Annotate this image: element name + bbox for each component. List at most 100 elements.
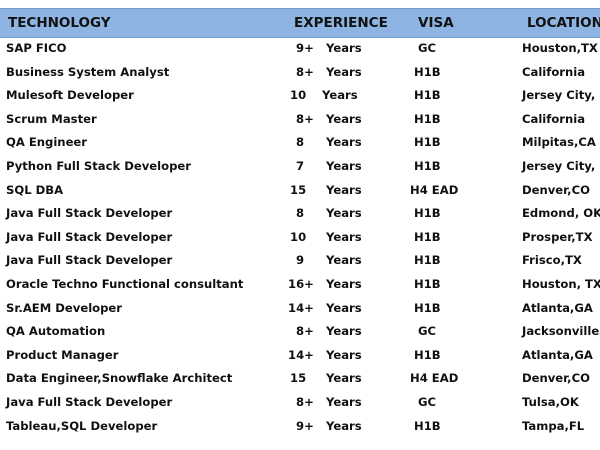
table-row: Mulesoft Developer 10 Years H1B Jersey City,…: [0, 84, 600, 108]
cell-experience-unit: Years: [326, 182, 362, 197]
table-row: Java Full Stack Developer 10 Years H1B Prosp…: [0, 226, 600, 250]
cell-experience-years: 9+: [296, 418, 314, 433]
table-row: Java Full Stack Developer 9 Years H1B Frisco…: [0, 249, 600, 273]
cell-visa: H1B: [414, 111, 441, 126]
table-row: QA Automation 8+ Years GC Jacksonville, FL: [0, 320, 600, 344]
cell-technology: QA Engineer: [6, 135, 88, 150]
table-row: SAP FICO 9+ Years GC Houston,TX: [0, 37, 600, 61]
cell-experience-unit: Years: [326, 300, 362, 315]
table-row: Java Full Stack Developer 8+ Years GC Tulsa,…: [0, 391, 600, 415]
cell-visa: H4 EAD: [410, 371, 459, 386]
cell-experience-unit: Years: [326, 395, 362, 409]
cell-technology: Java Full Stack Developer: [6, 395, 173, 409]
cell-location: Atlanta,GA: [522, 347, 593, 362]
cell-location: Tulsa,OK: [522, 395, 579, 409]
cell-technology: Sr.AEM Developer: [6, 300, 123, 315]
cell-technology: Scrum Master: [6, 111, 97, 126]
cell-experience-years: 8+: [296, 64, 314, 79]
cell-visa: GC: [418, 324, 437, 339]
cell-visa: H1B: [414, 64, 441, 79]
cell-technology: Java Full Stack Developer: [6, 253, 173, 268]
cell-location: Atlanta,GA: [522, 300, 593, 315]
cell-technology: Java Full Stack Developer: [6, 229, 173, 244]
header-location: LOCATION: [527, 15, 600, 31]
cell-location: Jacksonville, FL: [522, 324, 600, 339]
table-row: Python Full Stack Developer 7 Years H1B Jers…: [0, 155, 600, 179]
table-row: Data Engineer,Snowflake Architect 15 Years…: [0, 367, 600, 391]
cell-experience-unit: Years: [322, 88, 358, 103]
cell-experience-years: 8+: [296, 111, 314, 126]
cell-experience-unit: Years: [326, 111, 362, 126]
cell-visa: H1B: [414, 206, 441, 221]
cell-visa: GC: [418, 395, 437, 409]
cell-experience-years: 9+: [296, 41, 314, 55]
cell-location: Denver,CO: [522, 182, 590, 197]
cell-technology: Tableau,SQL Developer: [6, 418, 158, 433]
cell-visa: H1B: [414, 418, 441, 433]
cell-location: California: [522, 111, 586, 126]
cell-location: Tampa,FL: [522, 418, 585, 433]
cell-experience-years: 7: [296, 159, 305, 173]
cell-experience-years: 8+: [296, 324, 314, 339]
table-row: Sr.AEM Developer 14+ Years H1B Atlanta,GA: [0, 297, 600, 321]
cell-experience-years: 8: [296, 206, 305, 221]
cell-technology: SQL DBA: [6, 182, 64, 197]
cell-location: Houston,TX: [522, 41, 598, 55]
cell-experience-unit: Years: [326, 159, 362, 173]
cell-technology: SAP FICO: [6, 41, 67, 55]
cell-technology: Java Full Stack Developer: [6, 206, 173, 221]
cell-location: Jersey City, NJ: [522, 159, 600, 173]
cell-experience-years: 9: [296, 253, 305, 268]
cell-experience-unit: Years: [326, 347, 362, 362]
cell-experience-years: 14+: [288, 347, 314, 362]
table-row: Product Manager 14+ Years H1B Atlanta,GA: [0, 344, 600, 368]
cell-experience-years: 14+: [288, 300, 314, 315]
cell-visa: H1B: [414, 159, 441, 173]
table-row: Java Full Stack Developer 8 Years H1B Edmond…: [0, 202, 600, 226]
cell-experience-years: 8: [296, 135, 305, 150]
cell-experience-unit: Years: [326, 135, 362, 150]
cell-location: Frisco,TX: [522, 253, 582, 268]
cell-location: Houston, TX: [522, 277, 600, 291]
table-row: Tableau,SQL Developer 9+ Years H1B Tampa,FL: [0, 415, 600, 439]
cell-visa: H4 EAD: [410, 182, 459, 197]
cell-technology: Mulesoft Developer: [6, 88, 134, 103]
cell-experience-unit: Years: [326, 371, 362, 386]
cell-experience-years: 16+: [288, 277, 314, 291]
table-header: TECHNOLOGY EXPERIENCE VISA LOCATION: [0, 8, 600, 38]
cell-experience-unit: Years: [326, 277, 362, 291]
cell-location: Prosper,TX: [522, 229, 593, 244]
cell-experience-years: 10: [290, 88, 307, 103]
cell-technology: QA Automation: [6, 324, 106, 339]
cell-experience-unit: Years: [326, 253, 362, 268]
cell-experience-years: 8+: [296, 395, 314, 409]
cell-visa: H1B: [414, 88, 441, 103]
cell-visa: H1B: [414, 277, 441, 291]
cell-technology: Data Engineer,Snowflake Architect: [6, 371, 233, 386]
header-technology: TECHNOLOGY: [8, 15, 111, 31]
cell-experience-years: 15: [290, 371, 307, 386]
table-row: Business System Analyst 8+ Years H1B Califor…: [0, 61, 600, 85]
table-row: SQL DBA 15 Years H4 EAD Denver,CO: [0, 179, 600, 203]
cell-experience-unit: Years: [326, 41, 362, 55]
cell-experience-unit: Years: [326, 64, 362, 79]
cell-visa: H1B: [414, 300, 441, 315]
table-row: QA Engineer 8 Years H1B Milpitas,CA: [0, 131, 600, 155]
cell-technology: Business System Analyst: [6, 64, 170, 79]
cell-location: Denver,CO: [522, 371, 590, 386]
cell-visa: H1B: [414, 229, 441, 244]
table-row: Scrum Master 8+ Years H1B California: [0, 108, 600, 132]
cell-experience-years: 10: [290, 229, 307, 244]
header-experience: EXPERIENCE: [294, 15, 388, 31]
cell-visa: H1B: [414, 253, 441, 268]
cell-visa: GC: [418, 41, 437, 55]
cell-technology: Oracle Techno Functional consultant: [6, 277, 244, 291]
header-visa: VISA: [418, 15, 454, 31]
cell-visa: H1B: [414, 135, 441, 150]
cell-location: California: [522, 64, 586, 79]
cell-technology: Python Full Stack Developer: [6, 159, 191, 173]
cell-experience-unit: Years: [326, 206, 362, 221]
cell-experience-unit: Years: [326, 418, 362, 433]
cell-visa: H1B: [414, 347, 441, 362]
